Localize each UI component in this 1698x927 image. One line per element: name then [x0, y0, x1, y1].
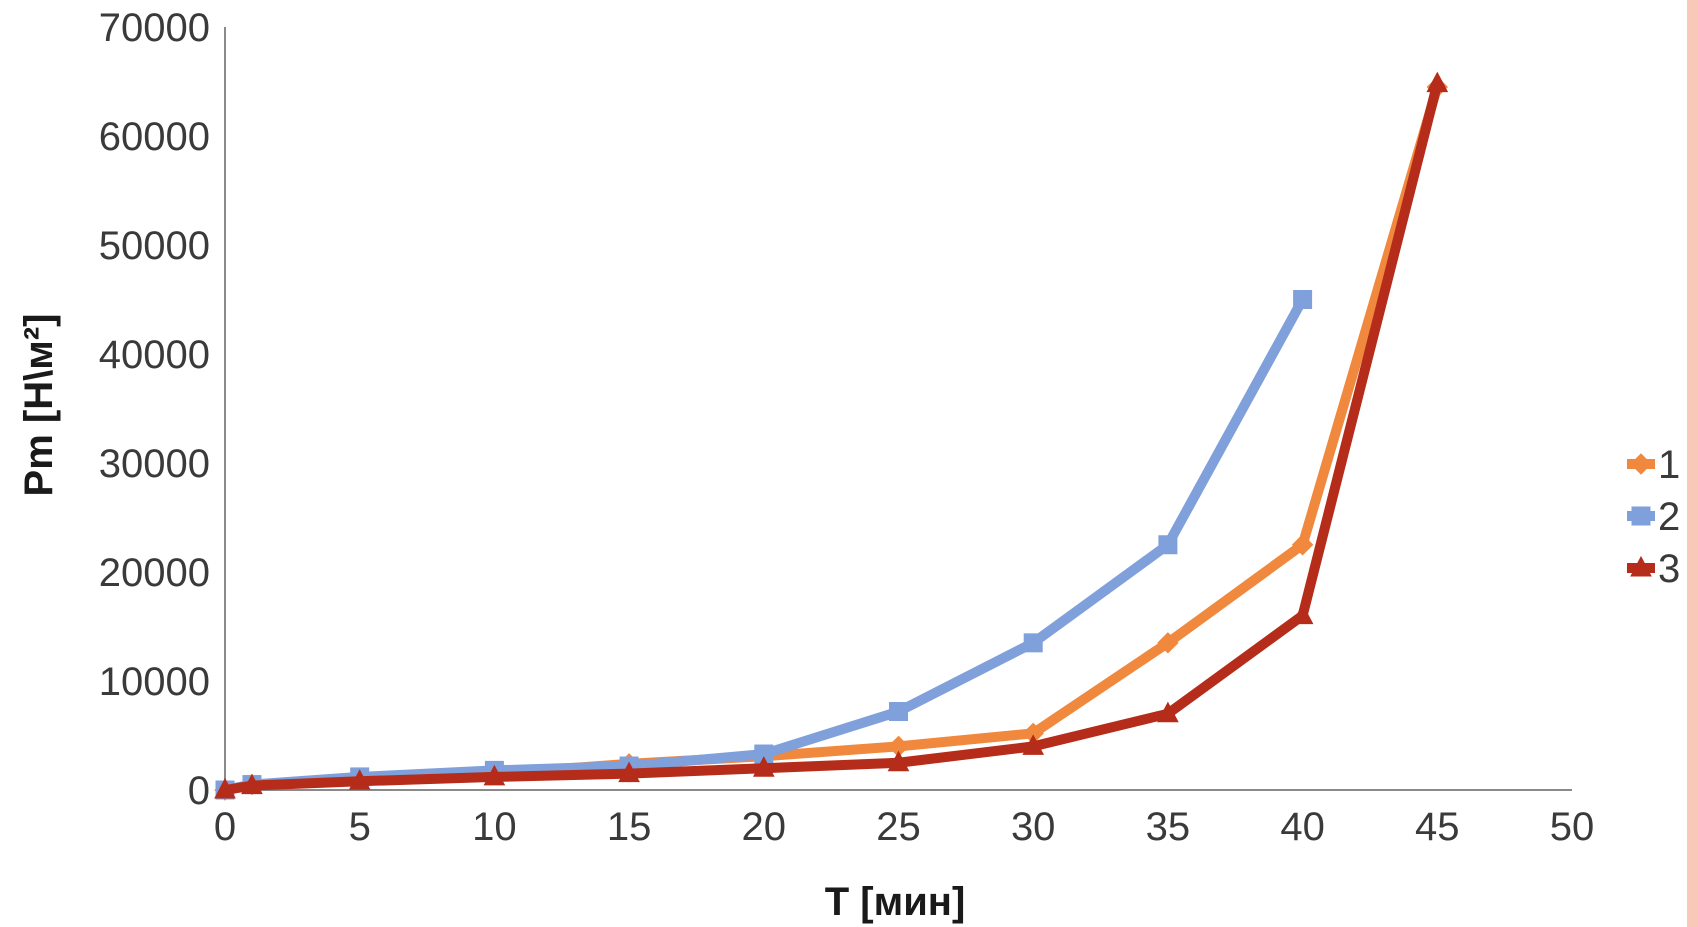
- x-tick-label: 0: [214, 805, 236, 849]
- legend-marker: [1631, 506, 1651, 526]
- series-1: [214, 76, 1449, 801]
- x-tick-label: 10: [472, 805, 517, 849]
- series-3: [214, 71, 1449, 799]
- data-point-2: [1023, 633, 1043, 653]
- y-tick-labels: 0 10000 20000 30000 40000 50000 60000 70000: [99, 6, 210, 813]
- data-point-3: [483, 764, 506, 786]
- right-edge-strip: [1687, 0, 1698, 927]
- x-axis-title: T [мин]: [825, 880, 966, 924]
- data-point-1: [1291, 534, 1314, 556]
- legend-marker: [1630, 453, 1652, 475]
- x-tick-labels: 0 5 10 15 20 25 30 35 40 45 50: [214, 805, 1594, 849]
- data-point-1: [1157, 632, 1179, 654]
- legend-label: 2: [1658, 495, 1680, 539]
- y-tick-label: 40000: [99, 333, 210, 377]
- data-point-3: [1157, 701, 1179, 723]
- y-axis-title: Pm [Н\м²]: [17, 314, 61, 497]
- data-point-3: [752, 756, 775, 777]
- x-tick-label: 25: [876, 805, 921, 849]
- x-tick-label: 5: [349, 805, 371, 849]
- x-tick-label: 35: [1146, 805, 1191, 849]
- legend-item-1: 1: [1627, 443, 1680, 487]
- data-point-2: [1293, 290, 1313, 309]
- data-point-2: [889, 702, 908, 722]
- legend-item-2: 2: [1627, 495, 1680, 539]
- legend: 1 2 3: [1627, 443, 1680, 591]
- series-line-1: [220, 81, 1443, 795]
- data-point-3: [1426, 71, 1449, 93]
- y-tick-label: 50000: [99, 224, 210, 268]
- y-tick-label: 60000: [99, 115, 210, 159]
- data-point-3: [214, 777, 236, 799]
- y-tick-label: 70000: [99, 6, 210, 50]
- legend-item-3: 3: [1627, 547, 1680, 591]
- data-point-2: [1158, 535, 1178, 555]
- x-tick-label: 45: [1415, 805, 1460, 849]
- axes: [224, 27, 1572, 791]
- y-tick-label: 20000: [99, 551, 210, 595]
- x-tick-label: 50: [1550, 805, 1595, 849]
- legend-marker: [1630, 555, 1652, 577]
- y-tick-label: 30000: [99, 442, 210, 486]
- x-tick-label: 30: [1011, 805, 1056, 849]
- legend-label: 1: [1658, 443, 1680, 487]
- data-point-3: [887, 750, 910, 772]
- data-point-3: [618, 761, 640, 783]
- data-point-3: [348, 769, 371, 790]
- data-point-3: [1022, 734, 1045, 755]
- x-tick-label: 20: [742, 805, 787, 849]
- legend-label: 3: [1658, 547, 1680, 591]
- data-point-3: [241, 773, 263, 795]
- x-tick-label: 40: [1280, 805, 1325, 849]
- series-line-3: [220, 78, 1443, 795]
- x-tick-label: 15: [607, 805, 652, 849]
- data-point-3: [1291, 603, 1314, 625]
- series-layer: [214, 71, 1449, 801]
- y-tick-label: 10000: [99, 660, 210, 704]
- y-tick-label: 0: [188, 769, 210, 813]
